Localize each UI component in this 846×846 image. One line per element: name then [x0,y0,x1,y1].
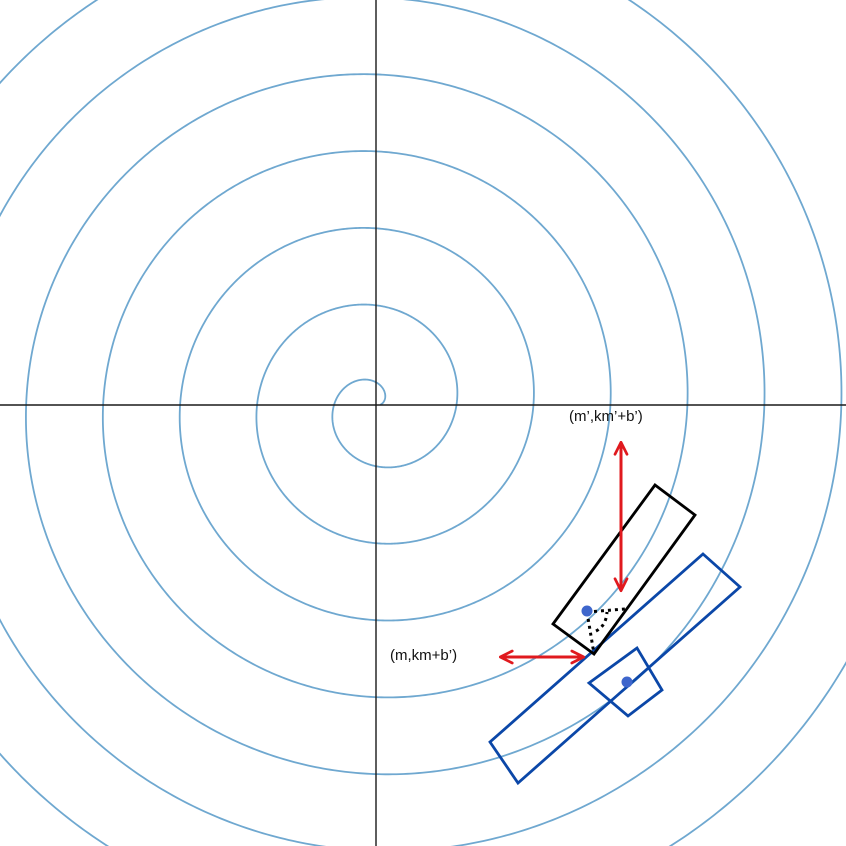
blue-small-square [586,645,664,718]
dotted-angle-arc [595,611,609,633]
blue-point-lower [621,676,633,688]
black-rotated-rectangle [551,483,697,656]
dotted-angle-line-down [585,611,596,655]
blue-long-rectangle [488,552,743,786]
dotted-angle-line-horizontal [586,607,626,614]
upper-point-label: (m’,km’+b’) [569,408,643,425]
blue-point-upper [581,605,593,617]
lower-point-label: (m,km+b’) [390,647,457,664]
